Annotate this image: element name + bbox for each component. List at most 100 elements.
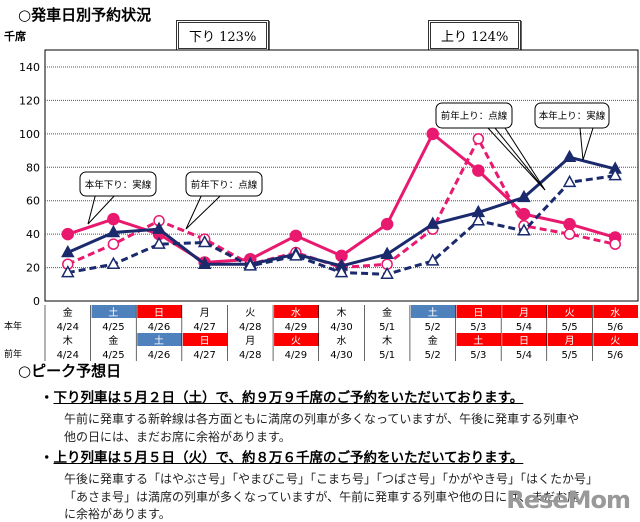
y-tick-label: 20 bbox=[26, 262, 40, 275]
day-label: 日 bbox=[154, 308, 164, 319]
data-point bbox=[563, 228, 576, 240]
day-cell-bg bbox=[274, 333, 319, 346]
day-label: 水 bbox=[291, 307, 301, 319]
data-point bbox=[152, 236, 166, 249]
date-label: 4/29 bbox=[285, 322, 307, 333]
y-tick-label: 140 bbox=[19, 61, 40, 74]
day-label: 木 bbox=[337, 307, 347, 319]
legend-callout-this-up-text: 本年上り：実線 bbox=[539, 110, 606, 122]
data-point bbox=[563, 217, 576, 231]
row-label: 本年 bbox=[4, 320, 22, 332]
day-label: 金 bbox=[63, 306, 73, 319]
day-cell-bg bbox=[137, 305, 182, 318]
date-label: 5/4 bbox=[516, 350, 532, 361]
day-cell-bg bbox=[410, 305, 456, 318]
data-point bbox=[517, 207, 531, 221]
data-point bbox=[334, 265, 349, 278]
day-cell-bg bbox=[137, 333, 182, 346]
legend-callout-last-down-pointer bbox=[185, 195, 221, 230]
date-label: 4/24 bbox=[57, 322, 79, 333]
up-peak-headline: ・上り列車は５月５日（火）で、約８万６千席のご予約をいただいております。 bbox=[40, 450, 524, 466]
day-label: 金 bbox=[108, 334, 118, 347]
legend-callout-last-down-text: 前年下り：点線 bbox=[191, 179, 258, 191]
data-point bbox=[425, 253, 440, 266]
day-label: 土 bbox=[473, 334, 483, 347]
day-label: 木 bbox=[63, 335, 73, 347]
legend-callout-this-down-pointer bbox=[87, 195, 115, 225]
data-point bbox=[380, 266, 394, 280]
chart-title: ○発車日別予約状況 bbox=[18, 6, 152, 24]
up-peak-detail-2: 「あさま号」は満席の列車が多くなっていますが、午前に発車する列車や他の日には、ま… bbox=[64, 490, 580, 504]
data-point bbox=[106, 256, 121, 269]
day-label: 火 bbox=[291, 335, 301, 347]
legend-callout-this-up-box bbox=[534, 102, 610, 129]
day-cell-bg bbox=[593, 305, 638, 318]
date-label: 4/29 bbox=[285, 350, 307, 361]
down-peak-headline: ・下り列車は５月２日（土）で、約９万９千席のご予約をいただいております。 bbox=[40, 390, 524, 406]
day-label: 日 bbox=[473, 308, 483, 319]
chart: 020406080100120140本年金4/24土4/25日4/26月4/27… bbox=[4, 49, 639, 361]
y-tick-label: 0 bbox=[33, 295, 40, 308]
data-point bbox=[197, 256, 212, 269]
day-cell-bg bbox=[547, 333, 593, 346]
data-point bbox=[608, 168, 622, 181]
day-label: 金 bbox=[428, 334, 438, 347]
day-label: 土 bbox=[108, 306, 118, 319]
day-label: 土 bbox=[154, 334, 164, 347]
data-point bbox=[107, 238, 120, 250]
date-label: 4/27 bbox=[193, 322, 215, 333]
day-label: 木 bbox=[382, 335, 392, 347]
data-point bbox=[289, 248, 303, 261]
down-ratio-box: 下り 123% bbox=[176, 20, 270, 51]
data-point bbox=[426, 127, 439, 141]
data-point bbox=[152, 221, 166, 234]
date-label: 5/5 bbox=[562, 322, 578, 333]
data-point bbox=[289, 229, 303, 243]
up-peak-text: 上り列車は５月５日（火）で、約８万６千席のご予約をいただいております。 bbox=[53, 450, 524, 466]
day-label: 火 bbox=[610, 335, 620, 347]
data-point bbox=[106, 224, 121, 238]
down-peak-detail-2: 他の日には、まだお席に余裕があります。 bbox=[64, 430, 291, 444]
day-label: 土 bbox=[428, 306, 438, 319]
data-point bbox=[471, 213, 486, 226]
day-cell-bg bbox=[502, 305, 547, 318]
legend-callout-this-down-box bbox=[79, 171, 157, 197]
y-axis-unit: 千席 bbox=[4, 30, 26, 43]
y-tick-label: 120 bbox=[19, 94, 40, 107]
date-label: 4/26 bbox=[148, 322, 170, 333]
date-label: 4/25 bbox=[102, 350, 124, 361]
y-tick-label: 100 bbox=[19, 128, 40, 141]
date-label: 5/2 bbox=[425, 350, 441, 361]
day-label: 水 bbox=[610, 307, 620, 319]
day-label: 火 bbox=[565, 307, 575, 319]
date-label: 4/24 bbox=[57, 350, 79, 361]
peak-title: ○ピーク予想日 bbox=[18, 362, 122, 380]
data-point bbox=[609, 238, 621, 250]
day-cell-bg bbox=[274, 305, 319, 318]
date-label: 4/28 bbox=[239, 322, 261, 333]
down-peak-text: 下り列車は５月２日（土）で、約９万９千席のご予約をいただいております。 bbox=[53, 390, 524, 406]
day-label: 日 bbox=[519, 336, 529, 347]
legend-callout-last-up-text: 前年上り：点線 bbox=[441, 110, 508, 122]
day-cell-bg bbox=[91, 305, 137, 318]
date-label: 4/26 bbox=[148, 350, 170, 361]
day-cell-bg bbox=[456, 333, 502, 346]
date-label: 5/4 bbox=[516, 322, 532, 333]
up-peak-detail-3: に余裕があります。 bbox=[64, 507, 171, 521]
legend-callout-last-down-box bbox=[185, 171, 263, 197]
date-label: 4/28 bbox=[239, 350, 261, 361]
date-label: 4/30 bbox=[330, 350, 352, 361]
down-peak-detail-1: 午前に発車する新幹線は各方面ともに満席の列車が多くなっていますが、午後に発車する… bbox=[64, 412, 580, 426]
y-tick-label: 60 bbox=[26, 195, 40, 208]
day-cell-bg bbox=[456, 305, 502, 318]
day-label: 月 bbox=[519, 307, 529, 319]
day-label: 金 bbox=[382, 306, 392, 319]
data-point bbox=[472, 164, 485, 177]
data-point bbox=[380, 246, 394, 259]
up-peak-detail-1: 午後に発車する「はやぶさ号」「やまびこ号」「こまち号」「つばさ号」「かがやき号」… bbox=[64, 472, 599, 486]
day-label: 月 bbox=[200, 307, 210, 319]
data-point bbox=[562, 149, 577, 163]
data-point bbox=[517, 189, 531, 203]
date-label: 5/3 bbox=[470, 322, 486, 333]
date-label: 5/3 bbox=[470, 350, 486, 361]
